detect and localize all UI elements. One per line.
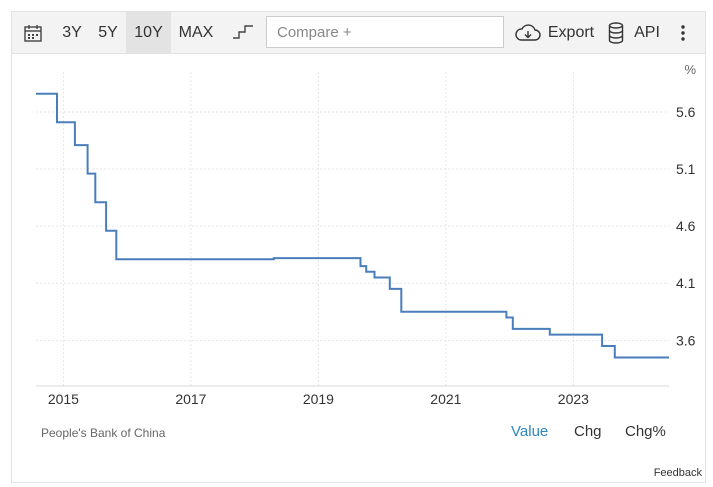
x-tick-label: 2019	[303, 391, 334, 407]
range-5y-button[interactable]: 5Y	[98, 24, 118, 41]
x-tick-label: 2023	[558, 391, 589, 407]
range-10y-button[interactable]: 10Y	[126, 12, 171, 53]
y-tick-label: 3.6	[676, 332, 696, 348]
compare-input[interactable]	[266, 16, 504, 48]
mode-chgpct-button[interactable]: Chg%	[625, 423, 666, 440]
step-line-chart: 5.6 5.1 4.6 4.1 3.6 2015 2017 2019 2021 2023%	[36, 62, 696, 407]
y-tick-label: 5.6	[676, 104, 696, 120]
calendar-icon[interactable]	[24, 24, 42, 47]
chart-widget: 3Y 5Y 10Y MAX Export API	[11, 11, 706, 483]
data-source-label: People's Bank of China	[41, 426, 166, 440]
cloud-download-icon[interactable]	[515, 23, 541, 48]
range-max-button[interactable]: MAX	[178, 24, 214, 41]
step-chart-icon[interactable]	[232, 24, 254, 45]
y-tick-label: 5.1	[676, 161, 696, 177]
feedback-link[interactable]: Feedback	[653, 467, 702, 479]
database-icon[interactable]	[608, 22, 624, 49]
y-tick-label: 4.6	[676, 218, 696, 234]
export-button[interactable]: Export	[547, 24, 595, 41]
range-3y-button[interactable]: 3Y	[62, 24, 82, 41]
x-tick-label: 2015	[48, 391, 79, 407]
api-button[interactable]: API	[634, 24, 660, 41]
series-line	[36, 92, 669, 359]
x-tick-label: 2017	[175, 391, 206, 407]
mode-chg-button[interactable]: Chg	[574, 423, 602, 440]
mode-value-button[interactable]: Value	[511, 423, 549, 440]
y-tick-label: 4.1	[676, 275, 696, 291]
more-vertical-icon[interactable]	[680, 25, 686, 46]
x-tick-label: 2021	[430, 391, 461, 407]
unit-label: %	[684, 62, 696, 77]
toolbar: 3Y 5Y 10Y MAX Export API	[12, 12, 705, 54]
